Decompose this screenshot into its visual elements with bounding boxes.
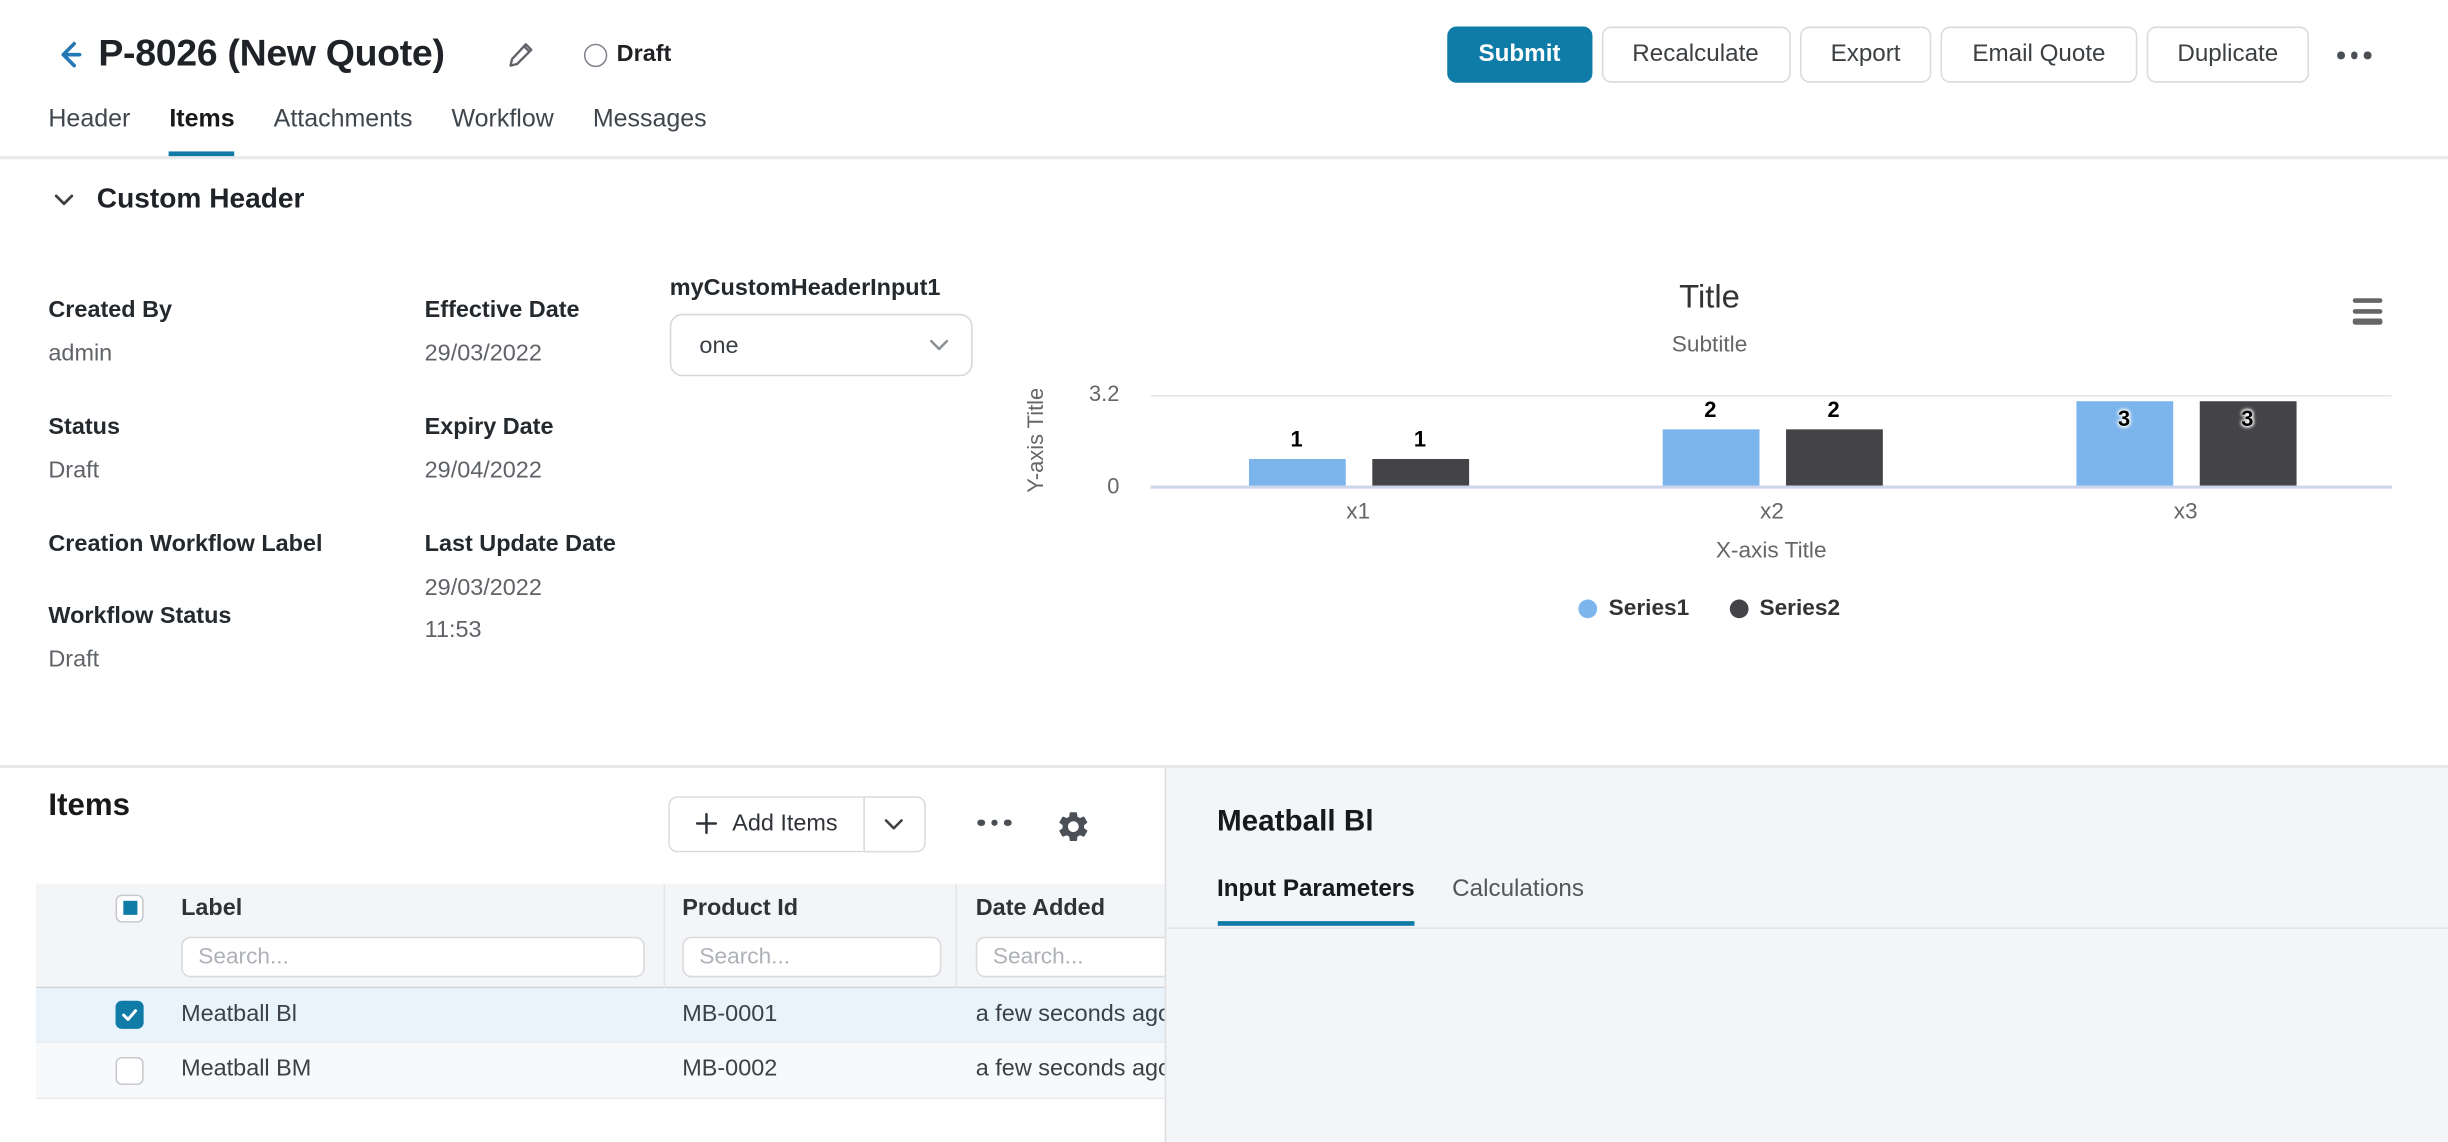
table-row[interactable]: Meatball BM MB-0002 a few seconds ago	[35, 1042, 1164, 1099]
custom-input-label: myCustomHeaderInput1	[669, 274, 941, 302]
detail-title: Meatball Bl	[1216, 804, 1374, 838]
more-actions-icon[interactable]	[2337, 51, 2371, 59]
search-product-id-input[interactable]	[682, 935, 942, 977]
add-items-split-button: Add Items	[668, 795, 926, 852]
field-created-by: Created By admin	[48, 296, 173, 367]
col-header-product-id[interactable]: Product Id	[682, 893, 799, 921]
field-effective-date: Effective Date 29/03/2022	[424, 296, 580, 367]
chart-subtitle: Subtitle	[1671, 332, 1748, 358]
bar-value-label: 2	[1827, 396, 1840, 422]
check-icon	[122, 1009, 137, 1021]
row-checkbox-unchecked[interactable]	[115, 1056, 144, 1085]
section-collapse-chevron-icon[interactable]	[53, 192, 75, 208]
bar-series2-x2	[1785, 429, 1883, 488]
bar-series1-x1	[1248, 458, 1345, 488]
bar-value-label: 2	[1704, 396, 1717, 422]
table-row[interactable]: Meatball Bl MB-0001 a few seconds ago	[35, 987, 1164, 1043]
chart-y-tick-max: 3.2	[1088, 380, 1120, 406]
tab-attachments[interactable]: Attachments	[273, 106, 413, 133]
search-label-input[interactable]	[181, 935, 645, 977]
series2-marker-icon	[1729, 599, 1749, 619]
bar-series2-x3	[2198, 400, 2296, 488]
submit-button[interactable]: Submit	[1447, 26, 1592, 83]
field-expiry-date: Expiry Date 29/04/2022	[424, 413, 554, 484]
chart-category-label: x1	[1346, 499, 1371, 525]
detail-panel: Meatball Bl Input Parameters Calculation…	[1163, 767, 2448, 1142]
table-header: Label Product Id Date Added	[35, 882, 1164, 988]
chart-hamburger-menu-icon[interactable]	[2352, 298, 2383, 329]
cell-label: Meatball BM	[181, 1055, 312, 1082]
chart-y-tick-zero: 0	[1107, 473, 1120, 499]
field-status: Status Draft	[48, 413, 120, 484]
status-circle-icon	[583, 43, 608, 68]
cell-label: Meatball Bl	[181, 999, 297, 1027]
chart-title: Title	[1679, 279, 1740, 316]
bar-value-label: 1	[1290, 425, 1303, 451]
plus-icon	[695, 812, 718, 835]
chart-category-label: x2	[1760, 499, 1784, 525]
cell-product-id: MB-0002	[682, 1055, 778, 1082]
bar-value-label: 3	[2241, 405, 2254, 431]
main-tabs: Header Items Attachments Workflow Messag…	[48, 106, 707, 157]
col-header-date-added[interactable]: Date Added	[975, 893, 1106, 921]
settings-gear-icon[interactable]	[1055, 808, 1091, 844]
bottom-section: Items Add Items	[0, 764, 2448, 1142]
items-panel: Items Add Items	[0, 767, 1164, 1142]
tab-messages[interactable]: Messages	[592, 106, 707, 133]
section-title: Custom Header	[96, 182, 305, 214]
edit-pencil-icon[interactable]	[506, 39, 537, 70]
chart-x-axis-title: X-axis Title	[1715, 538, 1827, 564]
cell-date-added: a few seconds ago	[975, 1055, 1164, 1082]
email-quote-button[interactable]: Email Quote	[1941, 26, 2137, 83]
tab-calculations[interactable]: Calculations	[1452, 875, 1584, 902]
detail-tabs-divider	[1165, 926, 2448, 929]
chart-legend: Series1 Series2	[1007, 596, 2412, 621]
bar-value-label: 3	[2117, 405, 2131, 431]
tab-workflow[interactable]: Workflow	[451, 106, 554, 133]
top-bar: P-8026 (New Quote) Draft Submit Recalcul…	[0, 0, 2448, 160]
field-workflow-status: Workflow Status Draft	[48, 602, 232, 673]
bar-series1-x2	[1661, 429, 1759, 488]
select-chevron-down-icon	[930, 339, 949, 351]
legend-item-series1[interactable]: Series1	[1579, 596, 1689, 621]
cell-product-id: MB-0001	[682, 999, 778, 1027]
add-items-button[interactable]: Add Items	[668, 795, 863, 852]
tab-items[interactable]: Items	[169, 106, 235, 157]
add-items-dropdown-button[interactable]	[862, 795, 926, 852]
chart-plot: 1 2 3 1 2 3	[1151, 395, 2392, 488]
chart-category-label: x3	[2173, 499, 2198, 525]
detail-tabs: Input Parameters Calculations	[1216, 875, 1584, 928]
select-all-checkbox[interactable]	[115, 893, 144, 922]
tab-input-parameters[interactable]: Input Parameters	[1216, 875, 1415, 928]
series1-marker-icon	[1579, 599, 1598, 619]
chart-x-axis-line	[1150, 485, 2392, 489]
page-title: P-8026 (New Quote)	[98, 32, 445, 75]
my-custom-input-select[interactable]: one	[669, 313, 973, 377]
cell-date-added: a few seconds ago	[975, 999, 1164, 1027]
row-checkbox-checked[interactable]	[115, 1000, 144, 1029]
search-date-added-input[interactable]	[975, 935, 1164, 977]
back-arrow-icon[interactable]	[53, 37, 87, 71]
bar-value-label: 1	[1413, 425, 1427, 451]
bar-series1-x3	[2075, 400, 2173, 488]
duplicate-button[interactable]: Duplicate	[2146, 26, 2310, 83]
items-more-icon[interactable]	[977, 818, 1011, 826]
items-table: Label Product Id Date Added Meatball Bl …	[35, 882, 1164, 1099]
action-buttons: Submit Recalculate Export Email Quote Du…	[1447, 26, 2310, 83]
items-title: Items	[48, 787, 130, 822]
bar-series2-x1	[1371, 458, 1469, 488]
field-creation-workflow-label: Creation Workflow Label	[48, 530, 323, 558]
field-last-update-date: Last Update Date 29/03/2022 11:53	[424, 530, 616, 644]
chart-gridline	[1150, 394, 2392, 397]
legend-item-series2[interactable]: Series2	[1729, 596, 1840, 621]
export-button[interactable]: Export	[1799, 26, 1932, 83]
tab-header[interactable]: Header	[48, 106, 131, 133]
recalculate-button[interactable]: Recalculate	[1601, 26, 1790, 83]
status-badge: Draft	[616, 40, 672, 68]
chevron-down-icon	[884, 818, 903, 829]
col-header-label[interactable]: Label	[181, 893, 243, 921]
